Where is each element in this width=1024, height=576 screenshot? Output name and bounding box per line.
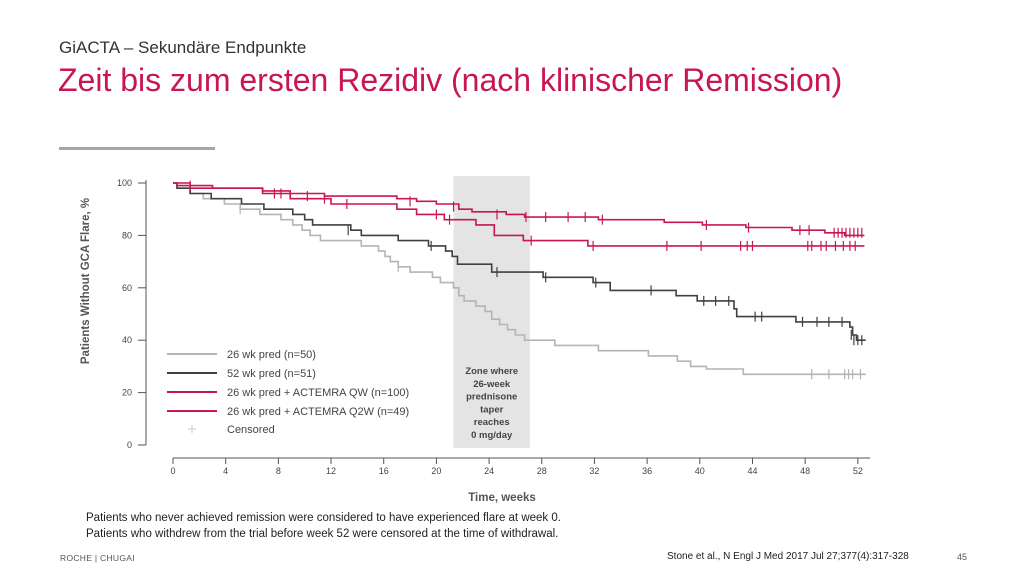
footnote-block: Patients who never achieved remission we… [86, 510, 561, 542]
series-group [173, 182, 865, 251]
footnote-line-2: Patients who withdrew from the trial bef… [86, 528, 559, 540]
x-axis-label: Time, weeks [468, 492, 536, 504]
x-tick-label: 16 [379, 466, 389, 476]
series-group [173, 182, 866, 380]
legend-entry-label: 26 wk pred + ACTEMRA QW (n=100) [227, 387, 409, 399]
taper-zone-label-line: reaches [474, 417, 510, 428]
x-tick-label: 52 [853, 466, 863, 476]
y-tick-label: 80 [122, 230, 132, 240]
y-axis-label: Patients Without GCA Flare, % [80, 198, 92, 364]
taper-zone-label-line: prednisone [466, 392, 517, 403]
taper-zone-label-line: 26-week [473, 379, 511, 390]
x-tick-label: 8 [276, 466, 281, 476]
legend-censored-icon [188, 425, 196, 433]
page-number: 45 [957, 552, 968, 562]
legend-censored-label: Censored [227, 424, 275, 436]
y-tick-label: 60 [122, 283, 132, 293]
legend-layer: 26 wk pred (n=50) 52 wk pred (n=51) 26 wk … [167, 349, 409, 436]
x-tick-label: 0 [170, 466, 175, 476]
series-line [173, 182, 866, 341]
footer-reference: Stone et al., N Engl J Med 2017 Jul 27;3… [667, 551, 909, 562]
series-group [173, 180, 865, 238]
series-line [173, 182, 865, 247]
x-tick-label: 28 [537, 466, 547, 476]
y-tick-label: 40 [122, 335, 132, 345]
y-tick-label: 0 [127, 440, 132, 450]
x-tick-label: 44 [747, 466, 757, 476]
taper-zone-label-line: 0 mg/day [471, 430, 513, 441]
legend-entry-label: 52 wk pred (n=51) [227, 368, 316, 380]
series-group [173, 182, 866, 346]
footnote-line-1: Patients who never achieved remission we… [86, 512, 561, 524]
legend-entry-label: 26 wk pred (n=50) [227, 349, 316, 361]
y-tick-label: 20 [122, 388, 132, 398]
x-tick-label: 4 [223, 466, 228, 476]
x-tick-label: 20 [431, 466, 441, 476]
y-tick-label: 100 [117, 178, 132, 188]
slide-title: Zeit bis zum ersten Rezidiv (nach klinis… [58, 62, 843, 98]
taper-zone-label-line: Zone where [465, 366, 518, 377]
x-tick-label: 40 [695, 466, 705, 476]
slide-subtitle: GiACTA – Sekundäre Endpunkte [59, 38, 307, 57]
series-line [173, 182, 866, 376]
series-line [173, 182, 865, 237]
title-divider [59, 147, 215, 150]
series-layer [173, 180, 866, 380]
footer-company: ROCHE | CHUGAI [60, 553, 135, 563]
x-tick-label: 48 [800, 466, 810, 476]
legend-entry-label: 26 wk pred + ACTEMRA Q2W (n=49) [227, 406, 409, 418]
x-tick-label: 12 [326, 466, 336, 476]
x-tick-label: 24 [484, 466, 494, 476]
x-tick-label: 36 [642, 466, 652, 476]
taper-zone-label-line: taper [480, 404, 504, 415]
x-tick-label: 32 [589, 466, 599, 476]
